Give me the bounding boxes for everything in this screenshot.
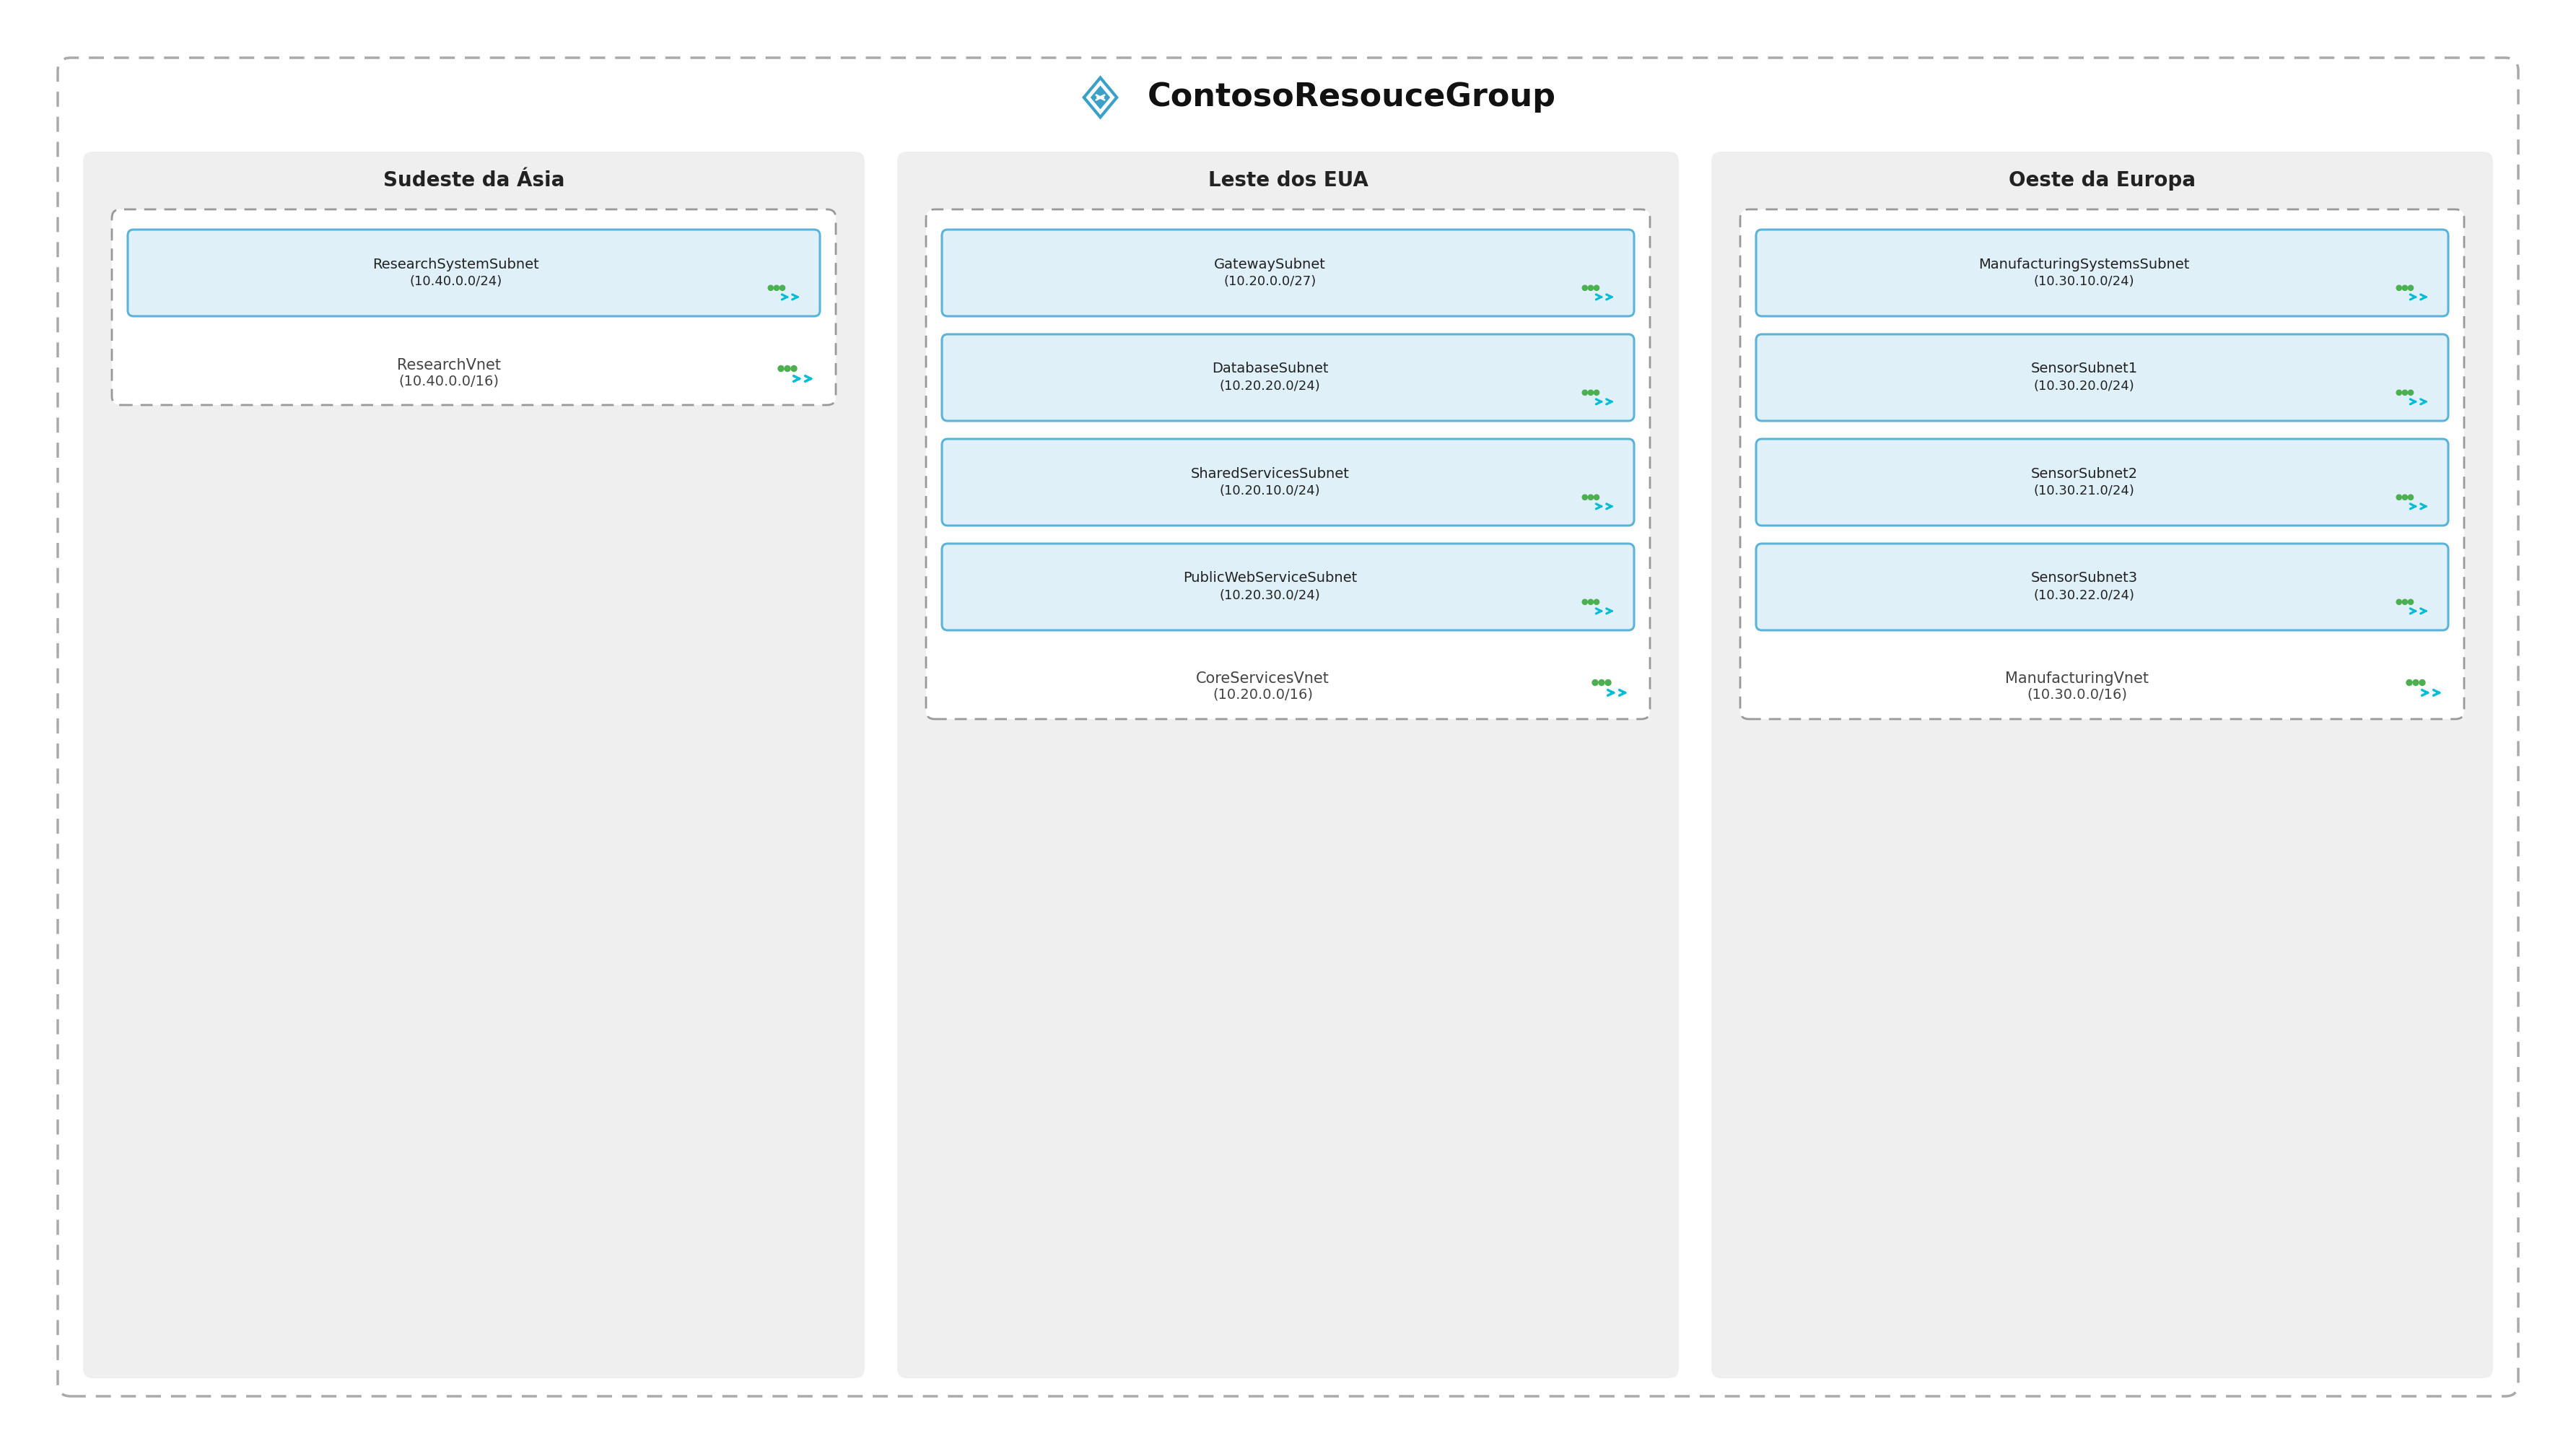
FancyBboxPatch shape (1757, 230, 2447, 316)
Circle shape (1595, 494, 1600, 500)
Circle shape (2409, 285, 2414, 291)
Circle shape (2403, 285, 2409, 291)
FancyBboxPatch shape (943, 439, 1633, 525)
Text: (10.40.0.0/16): (10.40.0.0/16) (399, 374, 500, 388)
FancyBboxPatch shape (1757, 439, 2447, 525)
Circle shape (1589, 285, 1595, 291)
Text: (10.20.0.0/16): (10.20.0.0/16) (1213, 688, 1314, 702)
Circle shape (2396, 390, 2401, 395)
FancyBboxPatch shape (1710, 151, 2494, 1378)
Circle shape (1589, 599, 1595, 605)
Circle shape (2396, 599, 2401, 605)
Circle shape (1582, 494, 1587, 500)
Text: SensorSubnet2: SensorSubnet2 (2030, 467, 2138, 480)
Circle shape (2409, 390, 2414, 395)
Text: GatewaySubnet: GatewaySubnet (1213, 257, 1327, 270)
Text: Oeste da Europa: Oeste da Europa (2009, 170, 2195, 190)
Circle shape (2409, 494, 2414, 500)
Circle shape (2419, 679, 2424, 685)
Circle shape (1582, 285, 1587, 291)
FancyBboxPatch shape (111, 209, 835, 406)
Text: (10.30.20.0/24): (10.30.20.0/24) (2032, 379, 2136, 393)
Circle shape (2403, 390, 2409, 395)
Circle shape (1600, 679, 1605, 685)
Circle shape (778, 365, 783, 371)
Text: ResearchVnet: ResearchVnet (397, 358, 500, 372)
Circle shape (1589, 390, 1595, 395)
Circle shape (2414, 679, 2419, 685)
Text: SharedServicesSubnet: SharedServicesSubnet (1190, 467, 1350, 480)
Circle shape (773, 285, 778, 291)
Circle shape (2396, 494, 2401, 500)
Text: PublicWebServiceSubnet: PublicWebServiceSubnet (1182, 571, 1358, 585)
Circle shape (1589, 494, 1595, 500)
Text: (10.20.10.0/24): (10.20.10.0/24) (1218, 484, 1321, 497)
FancyBboxPatch shape (1757, 544, 2447, 630)
FancyBboxPatch shape (129, 230, 819, 316)
Text: (10.20.20.0/24): (10.20.20.0/24) (1218, 379, 1321, 393)
FancyBboxPatch shape (1757, 334, 2447, 420)
Text: (10.20.30.0/24): (10.20.30.0/24) (1218, 589, 1321, 602)
FancyBboxPatch shape (896, 151, 1680, 1378)
Circle shape (2403, 599, 2409, 605)
Text: ManufacturingVnet: ManufacturingVnet (2004, 672, 2148, 686)
Text: SensorSubnet3: SensorSubnet3 (2030, 571, 2138, 585)
Circle shape (786, 365, 791, 371)
FancyBboxPatch shape (82, 151, 866, 1378)
Text: (10.40.0.0/24): (10.40.0.0/24) (410, 275, 502, 288)
FancyBboxPatch shape (57, 58, 2519, 1396)
Text: Leste dos EUA: Leste dos EUA (1208, 170, 1368, 190)
Polygon shape (1084, 77, 1118, 118)
Circle shape (791, 365, 796, 371)
Text: (10.30.0.0/16): (10.30.0.0/16) (2027, 688, 2128, 702)
FancyBboxPatch shape (943, 544, 1633, 630)
Text: ContosoResouceGroup: ContosoResouceGroup (1146, 81, 1556, 113)
Text: DatabaseSubnet: DatabaseSubnet (1211, 362, 1329, 375)
Text: ManufacturingSystemsSubnet: ManufacturingSystemsSubnet (1978, 257, 2190, 270)
FancyBboxPatch shape (1741, 209, 2465, 720)
Text: (10.30.10.0/24): (10.30.10.0/24) (2032, 275, 2136, 288)
Circle shape (1592, 679, 1597, 685)
FancyBboxPatch shape (943, 334, 1633, 420)
Text: CoreServicesVnet: CoreServicesVnet (1195, 672, 1329, 686)
Text: SensorSubnet1: SensorSubnet1 (2030, 362, 2138, 375)
Circle shape (2409, 599, 2414, 605)
Circle shape (1582, 599, 1587, 605)
Text: (10.20.0.0/27): (10.20.0.0/27) (1224, 275, 1316, 288)
Circle shape (2406, 679, 2411, 685)
Circle shape (1605, 679, 1610, 685)
Text: (10.30.22.0/24): (10.30.22.0/24) (2032, 589, 2136, 602)
Circle shape (1582, 390, 1587, 395)
Circle shape (781, 285, 786, 291)
Text: Sudeste da Ásia: Sudeste da Ásia (384, 170, 564, 190)
Text: (10.30.21.0/24): (10.30.21.0/24) (2032, 484, 2136, 497)
Circle shape (1595, 285, 1600, 291)
Polygon shape (1090, 86, 1110, 109)
Circle shape (1595, 599, 1600, 605)
FancyBboxPatch shape (943, 230, 1633, 316)
Text: ResearchSystemSubnet: ResearchSystemSubnet (374, 257, 538, 270)
Circle shape (768, 285, 773, 291)
Circle shape (2403, 494, 2409, 500)
Circle shape (2396, 285, 2401, 291)
FancyBboxPatch shape (925, 209, 1651, 720)
Circle shape (1595, 390, 1600, 395)
